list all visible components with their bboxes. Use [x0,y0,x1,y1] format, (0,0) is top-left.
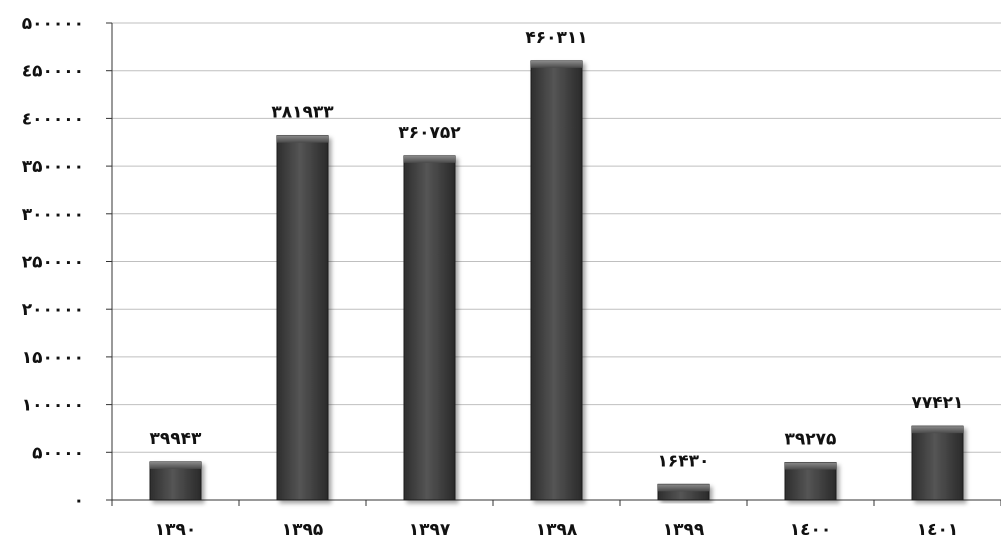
y-tick-label: ۱۰۰۰۰۰ [22,396,84,416]
data-label: ۳۹۹۴۳ [150,429,203,449]
x-tick-label: ۱۳۹۸ [536,520,578,540]
bar-body [911,425,964,501]
bar-body [530,60,583,501]
data-label: ۴۶۰۳۱۱ [525,28,587,48]
data-label: ۷۷۴۲۱ [912,393,964,413]
bar [911,425,964,501]
bar-cap [277,135,328,143]
bar [784,462,837,501]
bar [403,155,456,501]
y-axis-ticks: ۰ ۵۰۰۰۰ ۱۰۰۰۰۰ ۱۵۰۰۰۰ ۲۰۰۰۰۰ ۲۵۰۰۰۰ ۳۰۰۰۰۰ ۳۵۰۰… [22,14,84,511]
data-labels: ۳۹۹۴۳ ۳۸۱۹۳۳ ۳۶۰۷۵۲ ۴۶۰۳۱۱ ۱۶۴۳۰ ۳۹۲۷۵ ۷۷۴۲۱ [150,28,964,471]
bar-cap [658,484,709,492]
x-tick-label: ۱۳۹۹ [663,520,705,540]
y-tick-label: ۵۰۰۰۰ [32,443,84,463]
y-tick-label: ۱۵۰۰۰۰ [22,348,84,368]
x-tick-label: ۱۳۹۰ [155,520,197,540]
x-tick-label: ۱۳۹۷ [409,520,451,540]
x-tick-label: ۱٤۰۱ [917,520,959,540]
data-label: ۱۶۴۳۰ [658,451,710,471]
bar-body [276,135,329,501]
x-axis-ticks: ۱۳۹۰ ۱۳۹۵ ۱۳۹۷ ۱۳۹۸ ۱۳۹۹ ۱٤۰۰ ۱٤۰۱ [155,520,959,540]
data-label: ۳۸۱۹۳۳ [271,103,334,123]
y-tick-label: ۲۰۰۰۰۰ [22,300,84,320]
bar [530,60,583,501]
y-tick-label: ٤۵۰۰۰۰ [22,62,84,82]
bar [149,461,202,501]
data-label: ۳۶۰۷۵۲ [398,123,461,143]
bar-cap [785,462,836,470]
y-tick-label: ۵۰۰۰۰۰ [22,14,84,34]
y-tick-label: ٤۰۰۰۰۰ [22,109,84,129]
bar [657,483,710,501]
y-tick-label: ۳۵۰۰۰۰ [22,157,84,177]
bar-cap [531,60,582,68]
x-tick-label: ۱٤۰۰ [790,520,832,540]
y-tick-label: ۳۰۰۰۰۰ [22,205,84,225]
x-tick-label: ۱۳۹۵ [282,520,324,540]
bar-cap [912,426,963,434]
bar-cap [150,461,201,469]
data-label: ۳۹۲۷۵ [785,430,837,450]
y-tick-label: ۰ [74,491,84,511]
y-tick-label: ۲۵۰۰۰۰ [22,253,84,273]
bars [149,60,964,501]
bar [276,135,329,501]
bar-body [403,155,456,501]
bar-cap [404,155,455,163]
